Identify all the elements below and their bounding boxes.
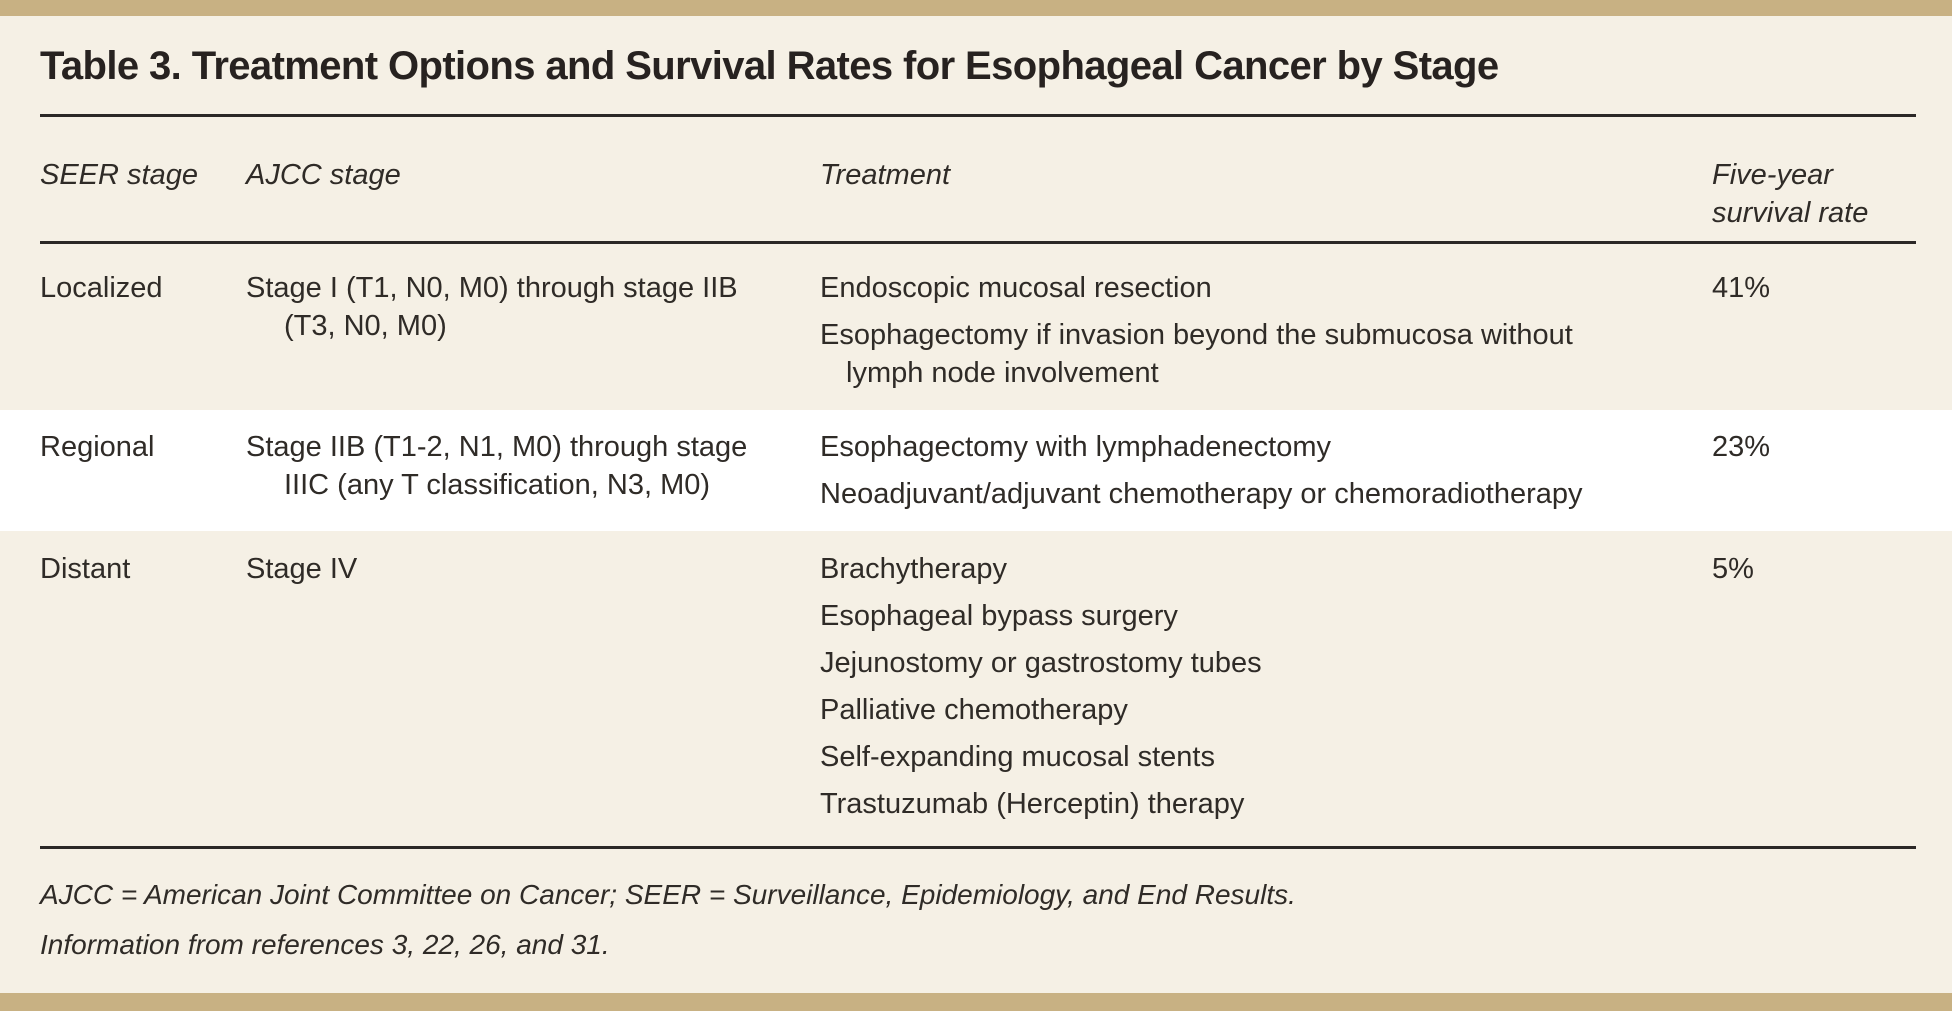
seer-stage-value: Distant bbox=[40, 553, 131, 585]
treatment-item: Esophagectomy with lymphadenectomy bbox=[820, 428, 1712, 466]
treatment-item: Trastuzumab (Herceptin) therapy bbox=[820, 785, 1712, 823]
header-rule bbox=[40, 241, 1916, 244]
ajcc-stage-cell: Stage IIB (T1-2, N1, M0) through stage II… bbox=[246, 428, 820, 504]
seer-stage-cell: Regional bbox=[40, 428, 246, 466]
table-title: Table 3. Treatment Options and Survival … bbox=[40, 44, 1499, 88]
treatment-line: Self-expanding mucosal stents bbox=[820, 741, 1215, 773]
treatment-item: Brachytherapy bbox=[820, 550, 1712, 588]
ajcc-stage-cell: Stage IV bbox=[246, 550, 820, 588]
treatment-item: Esophagectomy if invasion beyond the sub… bbox=[820, 316, 1712, 392]
treatment-line: Esophageal bypass surgery bbox=[820, 600, 1178, 632]
footnote: AJCC = American Joint Committee on Cance… bbox=[40, 879, 1296, 910]
treatment-line: Trastuzumab (Herceptin) therapy bbox=[820, 788, 1245, 820]
column-header-survival: Five-year survival rate bbox=[1712, 156, 1914, 232]
treatment-item: Palliative chemotherapy bbox=[820, 691, 1712, 729]
table-bottom-rule bbox=[40, 846, 1916, 849]
ajcc-stage-line: Stage IV bbox=[246, 553, 358, 585]
footnote: Information from references 3, 22, 26, a… bbox=[40, 929, 610, 960]
survival-rate-cell: 23% bbox=[1712, 428, 1914, 466]
title-rule bbox=[40, 114, 1916, 117]
column-header-line: survival rate bbox=[1712, 197, 1869, 229]
treatment-item: Jejunostomy or gastrostomy tubes bbox=[820, 644, 1712, 682]
treatment-item: Esophageal bypass surgery bbox=[820, 597, 1712, 635]
ajcc-stage-line: Stage IIB (T1-2, N1, M0) through stage bbox=[246, 431, 748, 463]
treatment-line: lymph node involvement bbox=[846, 357, 1159, 389]
top-accent-bar bbox=[0, 0, 1952, 16]
treatment-cell: Endoscopic mucosal resection Esophagectom… bbox=[820, 269, 1712, 392]
table-body: Localized Stage I (T1, N0, M0) through st… bbox=[0, 244, 1952, 848]
treatment-item: Neoadjuvant/adjuvant chemotherapy or che… bbox=[820, 475, 1712, 513]
ajcc-stage-line: (T3, N0, M0) bbox=[284, 310, 447, 342]
seer-stage-value: Localized bbox=[40, 272, 163, 304]
treatment-line: Palliative chemotherapy bbox=[820, 694, 1128, 726]
seer-stage-cell: Distant bbox=[40, 550, 246, 588]
survival-rate-cell: 41% bbox=[1712, 269, 1914, 307]
column-header-seer: SEER stage bbox=[40, 156, 246, 194]
treatment-line: Neoadjuvant/adjuvant chemotherapy or che… bbox=[820, 478, 1583, 510]
treatment-item: Self-expanding mucosal stents bbox=[820, 738, 1712, 776]
ajcc-stage-cell: Stage I (T1, N0, M0) through stage IIB (T… bbox=[246, 269, 820, 345]
treatment-line: Esophagectomy with lymphadenectomy bbox=[820, 431, 1331, 463]
survival-rate-value: 23% bbox=[1712, 431, 1771, 463]
survival-rate-cell: 5% bbox=[1712, 550, 1914, 588]
treatment-line: Esophagectomy if invasion beyond the sub… bbox=[820, 319, 1573, 351]
column-header-line: AJCC stage bbox=[246, 159, 401, 191]
table-header-row: SEER stage AJCC stage Treatment Five-year su… bbox=[0, 156, 1952, 244]
table-row-distant: Distant Stage IV Brachytherapy Esophageal b… bbox=[0, 531, 1952, 848]
treatment-line: Jejunostomy or gastrostomy tubes bbox=[820, 647, 1262, 679]
seer-stage-cell: Localized bbox=[40, 269, 246, 307]
column-header-line: SEER stage bbox=[40, 159, 198, 191]
treatment-cell: Brachytherapy Esophageal bypass surgery Je… bbox=[820, 550, 1712, 823]
survival-rate-value: 5% bbox=[1712, 553, 1754, 585]
seer-stage-value: Regional bbox=[40, 431, 155, 463]
table-row-regional: Regional Stage IIB (T1-2, N1, M0) through… bbox=[0, 410, 1952, 531]
column-header-line: Five-year bbox=[1712, 159, 1833, 191]
treatment-item: Endoscopic mucosal resection bbox=[820, 269, 1712, 307]
ajcc-stage-line: IIIC (any T classification, N3, M0) bbox=[284, 469, 711, 501]
table-row-localized: Localized Stage I (T1, N0, M0) through st… bbox=[0, 244, 1952, 410]
survival-rate-value: 41% bbox=[1712, 272, 1771, 304]
table-footnotes: AJCC = American Joint Committee on Cance… bbox=[0, 848, 1952, 964]
column-header-ajcc: AJCC stage bbox=[246, 156, 820, 194]
ajcc-stage-line: Stage I (T1, N0, M0) through stage IIB bbox=[246, 272, 738, 304]
column-header-treatment: Treatment bbox=[820, 156, 1712, 194]
treatment-line: Endoscopic mucosal resection bbox=[820, 272, 1212, 304]
column-header-line: Treatment bbox=[820, 159, 951, 191]
treatment-cell: Esophagectomy with lymphadenectomy Neoadj… bbox=[820, 428, 1712, 513]
bottom-accent-bar bbox=[0, 993, 1952, 1011]
treatment-line: Brachytherapy bbox=[820, 553, 1007, 585]
